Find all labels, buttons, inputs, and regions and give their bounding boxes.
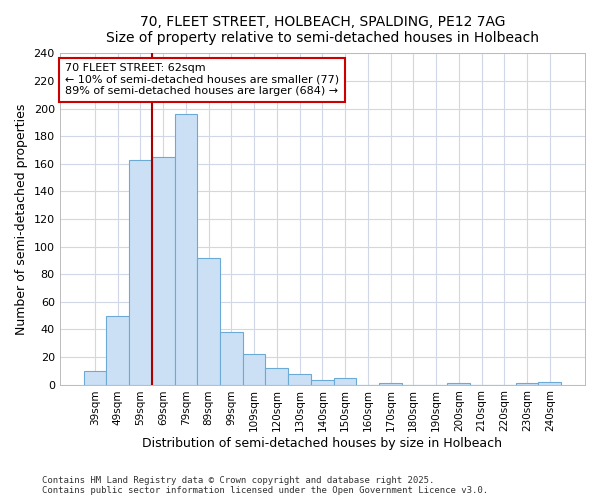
Bar <box>243 354 265 384</box>
Bar <box>220 332 243 384</box>
Bar <box>448 383 470 384</box>
Bar <box>515 383 538 384</box>
Bar <box>129 160 152 384</box>
Bar <box>152 157 175 384</box>
X-axis label: Distribution of semi-detached houses by size in Holbeach: Distribution of semi-detached houses by … <box>142 437 502 450</box>
Bar <box>106 316 129 384</box>
Y-axis label: Number of semi-detached properties: Number of semi-detached properties <box>15 104 28 334</box>
Title: 70, FLEET STREET, HOLBEACH, SPALDING, PE12 7AG
Size of property relative to semi: 70, FLEET STREET, HOLBEACH, SPALDING, PE… <box>106 15 539 45</box>
Bar <box>265 368 288 384</box>
Bar <box>83 371 106 384</box>
Bar <box>197 258 220 384</box>
Bar <box>175 114 197 384</box>
Bar <box>379 383 402 384</box>
Bar <box>334 378 356 384</box>
Bar <box>288 374 311 384</box>
Bar <box>538 382 561 384</box>
Text: 70 FLEET STREET: 62sqm
← 10% of semi-detached houses are smaller (77)
89% of sem: 70 FLEET STREET: 62sqm ← 10% of semi-det… <box>65 63 339 96</box>
Text: Contains HM Land Registry data © Crown copyright and database right 2025.
Contai: Contains HM Land Registry data © Crown c… <box>42 476 488 495</box>
Bar <box>311 380 334 384</box>
